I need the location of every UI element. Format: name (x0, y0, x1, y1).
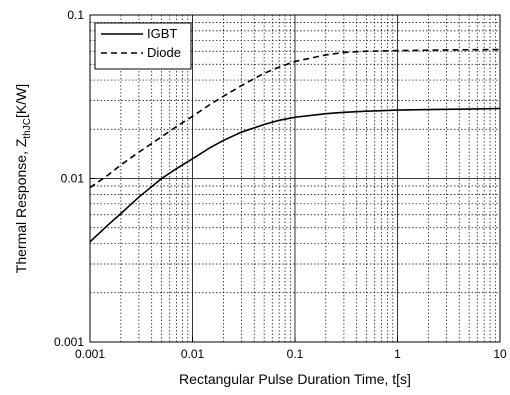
x-tick-label: 10 (493, 347, 507, 361)
legend-label-igbt: IGBT (147, 26, 177, 41)
y-axis-label-main: Thermal Response, Z (13, 138, 29, 273)
y-axis-ticks: 0.001 0.01 0.1 (54, 8, 95, 349)
y-axis-label-unit: [K/W] (13, 84, 29, 118)
x-tick-label: 0.01 (181, 347, 205, 361)
major-grid (90, 15, 500, 342)
legend-box (94, 22, 192, 70)
y-tick-label: 0.01 (61, 172, 85, 186)
x-tick-label: 0.1 (287, 347, 304, 361)
y-tick-label: 0.1 (67, 8, 84, 22)
y-axis-label: Thermal Response, ZthJC[K/W] (13, 84, 33, 273)
y-tick-label: 0.001 (54, 335, 84, 349)
x-axis-ticks: 0.001 0.01 0.1 1 10 (75, 337, 507, 361)
series-line-diode (89, 48, 501, 189)
x-tick-label: 0.001 (75, 347, 105, 361)
legend: IGBT Diode (94, 22, 192, 70)
series-line-igbt (89, 107, 501, 243)
series-layer (89, 48, 501, 243)
x-axis-label: Rectangular Pulse Duration Time, t[s] (179, 371, 411, 387)
y-axis-label-subscript: thJC (22, 118, 33, 139)
legend-label-diode: Diode (147, 45, 181, 60)
x-tick-label: 1 (394, 347, 401, 361)
